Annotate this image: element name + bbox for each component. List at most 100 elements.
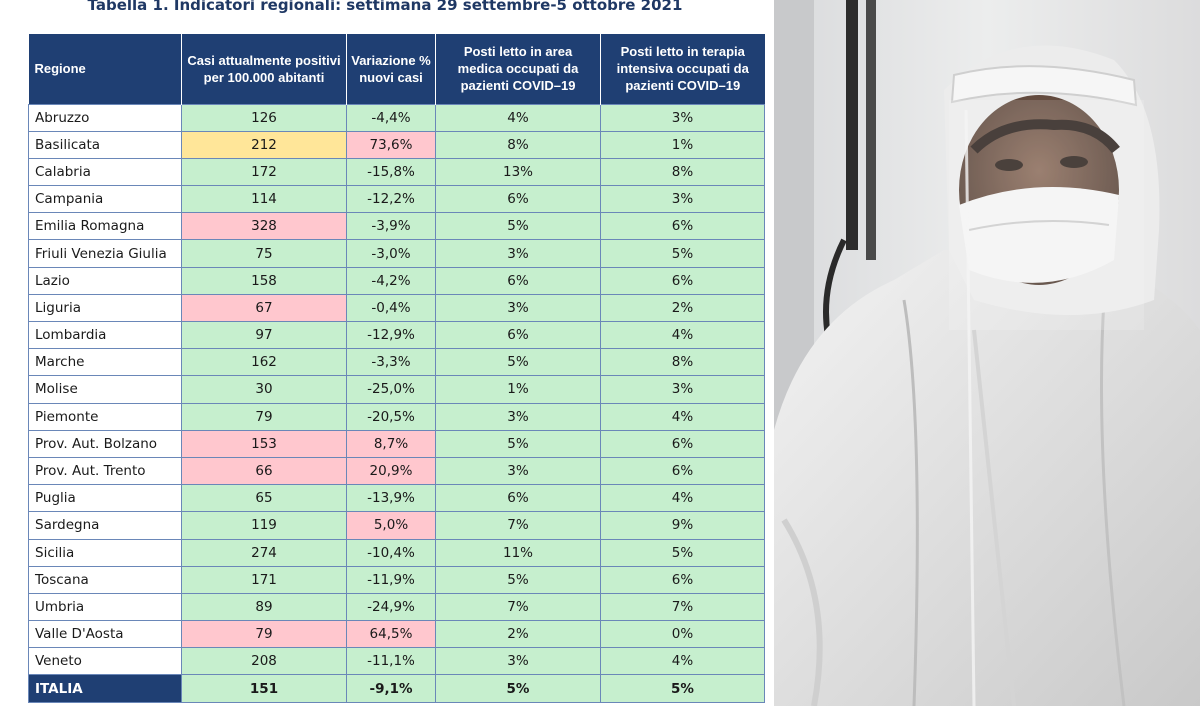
medical-beds-cell: 3%	[435, 402, 601, 431]
region-cell: Prov. Aut. Trento	[28, 456, 182, 486]
table-row: Emilia Romagna 328 -3,9% 5% 6%	[28, 212, 765, 241]
icu-beds-cell: 4%	[600, 320, 765, 350]
variation-cell: 8,7%	[346, 429, 436, 458]
icu-beds-cell: 4%	[600, 647, 765, 676]
variation-cell: -12,9%	[346, 320, 436, 350]
variation-cell: 5,0%	[346, 511, 436, 540]
region-cell: Umbria	[28, 592, 182, 622]
table-row: Sardegna 119 5,0% 7% 9%	[28, 511, 765, 540]
cases-cell: 172	[181, 157, 347, 187]
icu-beds-cell: 7%	[600, 592, 765, 622]
region-cell: Emilia Romagna	[28, 212, 182, 241]
cases-cell: 212	[181, 130, 347, 159]
medical-beds-cell: 8%	[435, 130, 601, 159]
table-row: Lazio 158 -4,2% 6% 6%	[28, 266, 765, 295]
region-cell: Molise	[28, 375, 182, 404]
icu-beds-cell: 6%	[600, 429, 765, 458]
healthcare-worker-photo	[774, 0, 1200, 706]
medical-beds-cell: 3%	[435, 239, 601, 268]
cases-cell: 66	[181, 456, 347, 486]
variation-cell: -10,4%	[346, 538, 436, 567]
region-cell: Sicilia	[28, 538, 182, 567]
total-icu-beds-cell: 5%	[600, 674, 765, 703]
cases-cell: 158	[181, 266, 347, 295]
photo-divider	[770, 0, 774, 706]
icu-beds-cell: 1%	[600, 130, 765, 159]
region-cell: Calabria	[28, 157, 182, 187]
medical-beds-cell: 11%	[435, 538, 601, 567]
medical-beds-cell: 6%	[435, 320, 601, 350]
total-cases-cell: 151	[181, 674, 347, 703]
total-medical-beds-cell: 5%	[435, 674, 601, 703]
medical-beds-cell: 6%	[435, 484, 601, 513]
medical-beds-cell: 13%	[435, 157, 601, 187]
table-row: Friuli Venezia Giulia 75 -3,0% 3% 5%	[28, 239, 765, 268]
table-row: Sicilia 274 -10,4% 11% 5%	[28, 538, 765, 567]
total-region-cell: ITALIA	[28, 674, 182, 703]
variation-cell: -4,4%	[346, 103, 436, 132]
variation-cell: -12,2%	[346, 185, 436, 214]
medical-beds-cell: 5%	[435, 565, 601, 594]
medical-beds-cell: 6%	[435, 266, 601, 295]
cases-cell: 67	[181, 293, 347, 323]
icu-beds-cell: 9%	[600, 511, 765, 540]
medical-beds-cell: 6%	[435, 185, 601, 214]
medical-beds-cell: 5%	[435, 348, 601, 377]
cases-cell: 328	[181, 212, 347, 241]
indicators-table-wrap: Regione Casi attualmente positivi per 10…	[28, 34, 765, 703]
table-row: Puglia 65 -13,9% 6% 4%	[28, 484, 765, 513]
table-row: Marche 162 -3,3% 5% 8%	[28, 348, 765, 377]
region-cell: Sardegna	[28, 511, 182, 540]
regional-indicators-table: Regione Casi attualmente positivi per 10…	[28, 34, 765, 703]
variation-cell: -11,1%	[346, 647, 436, 676]
cases-cell: 65	[181, 484, 347, 513]
cases-cell: 162	[181, 348, 347, 377]
cases-cell: 114	[181, 185, 347, 214]
cases-cell: 89	[181, 592, 347, 622]
variation-cell: -13,9%	[346, 484, 436, 513]
icu-beds-cell: 3%	[600, 185, 765, 214]
variation-cell: -4,2%	[346, 266, 436, 295]
medical-beds-cell: 4%	[435, 103, 601, 132]
icu-beds-cell: 5%	[600, 538, 765, 567]
icu-beds-cell: 8%	[600, 157, 765, 187]
table-title: Tabella 1. Indicatori regionali: settima…	[87, 0, 683, 14]
region-cell: Lombardia	[28, 320, 182, 350]
variation-cell: -0,4%	[346, 293, 436, 323]
variation-cell: -15,8%	[346, 157, 436, 187]
icu-beds-cell: 6%	[600, 212, 765, 241]
cases-cell: 75	[181, 239, 347, 268]
variation-cell: 64,5%	[346, 620, 436, 649]
region-cell: Marche	[28, 348, 182, 377]
cases-cell: 171	[181, 565, 347, 594]
photo-illustration	[774, 0, 1200, 706]
region-cell: Campania	[28, 185, 182, 214]
header-variation: Variazione % nuovi casi	[346, 34, 436, 104]
medical-beds-cell: 1%	[435, 375, 601, 404]
icu-beds-cell: 6%	[600, 456, 765, 486]
medical-beds-cell: 3%	[435, 456, 601, 486]
medical-beds-cell: 3%	[435, 293, 601, 323]
variation-cell: 73,6%	[346, 130, 436, 159]
table-row: Prov. Aut. Bolzano 153 8,7% 5% 6%	[28, 429, 765, 458]
variation-cell: -25,0%	[346, 375, 436, 404]
table-row: Prov. Aut. Trento 66 20,9% 3% 6%	[28, 456, 765, 486]
icu-beds-cell: 3%	[600, 375, 765, 404]
variation-cell: 20,9%	[346, 456, 436, 486]
region-cell: Abruzzo	[28, 103, 182, 132]
medical-beds-cell: 5%	[435, 429, 601, 458]
medical-beds-cell: 3%	[435, 647, 601, 676]
table-row: Abruzzo 126 -4,4% 4% 3%	[28, 103, 765, 132]
header-icu-beds: Posti letto in terapia intensiva occupat…	[600, 34, 765, 104]
cases-cell: 208	[181, 647, 347, 676]
table-row: Veneto 208 -11,1% 3% 4%	[28, 647, 765, 676]
table-body: Abruzzo 126 -4,4% 4% 3% Basilicata 212 73,6% 8% 1…	[28, 103, 765, 703]
cases-cell: 30	[181, 375, 347, 404]
table-row: Calabria 172 -15,8% 13% 8%	[28, 157, 765, 187]
icu-beds-cell: 0%	[600, 620, 765, 649]
icu-beds-cell: 5%	[600, 239, 765, 268]
icu-beds-cell: 6%	[600, 565, 765, 594]
icu-beds-cell: 4%	[600, 402, 765, 431]
cases-cell: 274	[181, 538, 347, 567]
cases-cell: 126	[181, 103, 347, 132]
